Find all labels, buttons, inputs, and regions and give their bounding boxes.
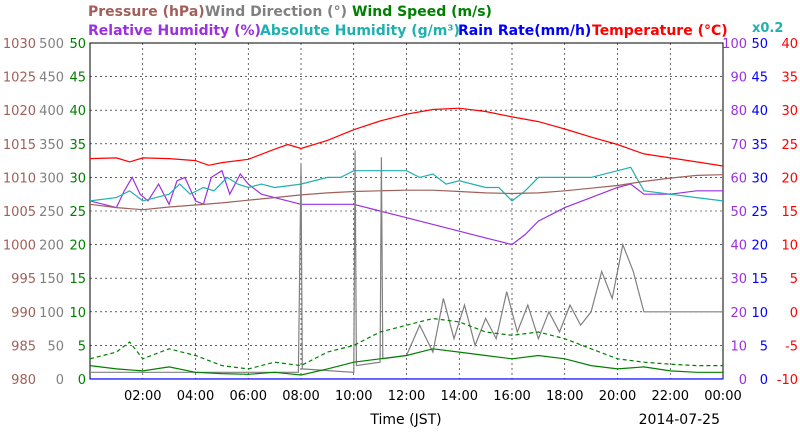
rain-rate-tick-label: 30 (751, 171, 768, 186)
wind-speed-tick-label: 30 (69, 171, 86, 186)
legend-entry: Relative Humidity (%) (88, 23, 261, 39)
rain-rate-tick-label: 35 (751, 138, 768, 153)
temperature-tick-label: -10 (777, 373, 798, 388)
series-line (90, 317, 723, 370)
wind-direction-tick-label: 50 (47, 339, 64, 354)
temperature-tick-label: 10 (781, 239, 798, 254)
pressure-tick-label: 1030 (3, 37, 36, 52)
wind-direction-tick-label: 200 (39, 239, 64, 254)
wind-speed-tick-label: 40 (69, 104, 86, 119)
humidity-tick-label: 10 (730, 339, 747, 354)
x-tick-label: 08:00 (282, 389, 319, 404)
series-line (90, 107, 723, 167)
wind-speed-tick-label: 20 (69, 239, 86, 254)
rain-rate-tick-label: 15 (751, 272, 768, 287)
temperature-tick-label: 15 (781, 205, 798, 220)
wind-direction-tick-label: 350 (39, 138, 64, 153)
x-tick-label: 18:00 (546, 389, 583, 404)
temperature-tick-label: 35 (781, 71, 798, 86)
x-tick-label: 12:00 (388, 389, 425, 404)
pressure-tick-label: 1025 (3, 71, 36, 86)
wind-direction-tick-label: 450 (39, 71, 64, 86)
scale-note: x0.2 (752, 21, 783, 36)
pressure-tick-label: 980 (11, 373, 36, 388)
x-tick-label: 20:00 (599, 389, 636, 404)
temperature-tick-label: -5 (785, 339, 798, 354)
humidity-tick-label: 30 (730, 272, 747, 287)
x-tick-label: 02:00 (124, 389, 161, 404)
pressure-tick-label: 1020 (3, 104, 36, 119)
series-line (90, 166, 723, 202)
rain-rate-tick-label: 50 (751, 37, 768, 52)
legend-entry: Absolute Humidity (g/m³) (260, 23, 460, 39)
wind-speed-tick-label: 15 (69, 272, 86, 287)
wind-speed-tick-label: 50 (69, 37, 86, 52)
pressure-tick-label: 1015 (3, 138, 36, 153)
wind-direction-tick-label: 150 (39, 272, 64, 287)
wind-direction-tick-label: 400 (39, 104, 64, 119)
humidity-tick-label: 0 (739, 373, 747, 388)
humidity-tick-label: 80 (730, 104, 747, 119)
humidity-tick-label: 40 (730, 239, 747, 254)
wind-direction-tick-label: 250 (39, 205, 64, 220)
rain-rate-tick-label: 10 (751, 306, 768, 321)
series-line (90, 348, 723, 376)
pressure-tick-label: 985 (11, 339, 36, 354)
pressure-tick-label: 995 (11, 272, 36, 287)
wind-direction-tick-label: 100 (39, 306, 64, 321)
x-tick-label: 16:00 (493, 389, 530, 404)
x-tick-label: 14:00 (441, 389, 478, 404)
humidity-tick-label: 20 (730, 306, 747, 321)
temperature-tick-label: 30 (781, 104, 798, 119)
rain-rate-tick-label: 45 (751, 71, 768, 86)
x-tick-label: 04:00 (177, 389, 214, 404)
humidity-tick-label: 100 (722, 37, 747, 52)
rain-rate-tick-label: 0 (760, 373, 768, 388)
legend-entry: Pressure (hPa) (88, 4, 205, 20)
legend-entry: Temperature (°C) (592, 23, 728, 39)
humidity-tick-label: 70 (730, 138, 747, 153)
temperature-tick-label: 5 (790, 272, 798, 287)
temperature-tick-label: 0 (790, 306, 798, 321)
rain-rate-tick-label: 20 (751, 239, 768, 254)
pressure-tick-label: 990 (11, 306, 36, 321)
humidity-tick-label: 50 (730, 205, 747, 220)
series-line (90, 150, 723, 373)
wind-speed-tick-label: 45 (69, 71, 86, 86)
temperature-tick-label: 40 (781, 37, 798, 52)
x-tick-label: 06:00 (230, 389, 267, 404)
legend-entry: Rain Rate(mm/h) (458, 23, 591, 39)
wind-speed-tick-label: 10 (69, 306, 86, 321)
x-tick-label: 22:00 (652, 389, 689, 404)
legend-entry: Wind Direction (°) (205, 4, 347, 20)
rain-rate-tick-label: 5 (760, 339, 768, 354)
wind-direction-tick-label: 500 (39, 37, 64, 52)
date-label: 2014-07-25 (639, 412, 720, 428)
x-axis-label: Time (JST) (369, 412, 441, 428)
wind-direction-tick-label: 0 (56, 373, 64, 388)
x-tick-label: 00:00 (704, 389, 741, 404)
wind-speed-tick-label: 35 (69, 138, 86, 153)
pressure-tick-label: 1005 (3, 205, 36, 220)
temperature-tick-label: 20 (781, 171, 798, 186)
pressure-tick-label: 1000 (3, 239, 36, 254)
rain-rate-tick-label: 25 (751, 205, 768, 220)
x-tick-label: 10:00 (335, 389, 372, 404)
humidity-tick-label: 60 (730, 171, 747, 186)
rain-rate-tick-label: 40 (751, 104, 768, 119)
legend-entry: Wind Speed (m/s) (352, 4, 492, 20)
series-line (90, 174, 723, 211)
temperature-tick-label: 25 (781, 138, 798, 153)
humidity-tick-label: 90 (730, 71, 747, 86)
wind-direction-tick-label: 300 (39, 171, 64, 186)
wind-speed-tick-label: 0 (78, 373, 86, 388)
pressure-tick-label: 1010 (3, 171, 36, 186)
wind-speed-tick-label: 25 (69, 205, 86, 220)
wind-speed-tick-label: 5 (78, 339, 86, 354)
